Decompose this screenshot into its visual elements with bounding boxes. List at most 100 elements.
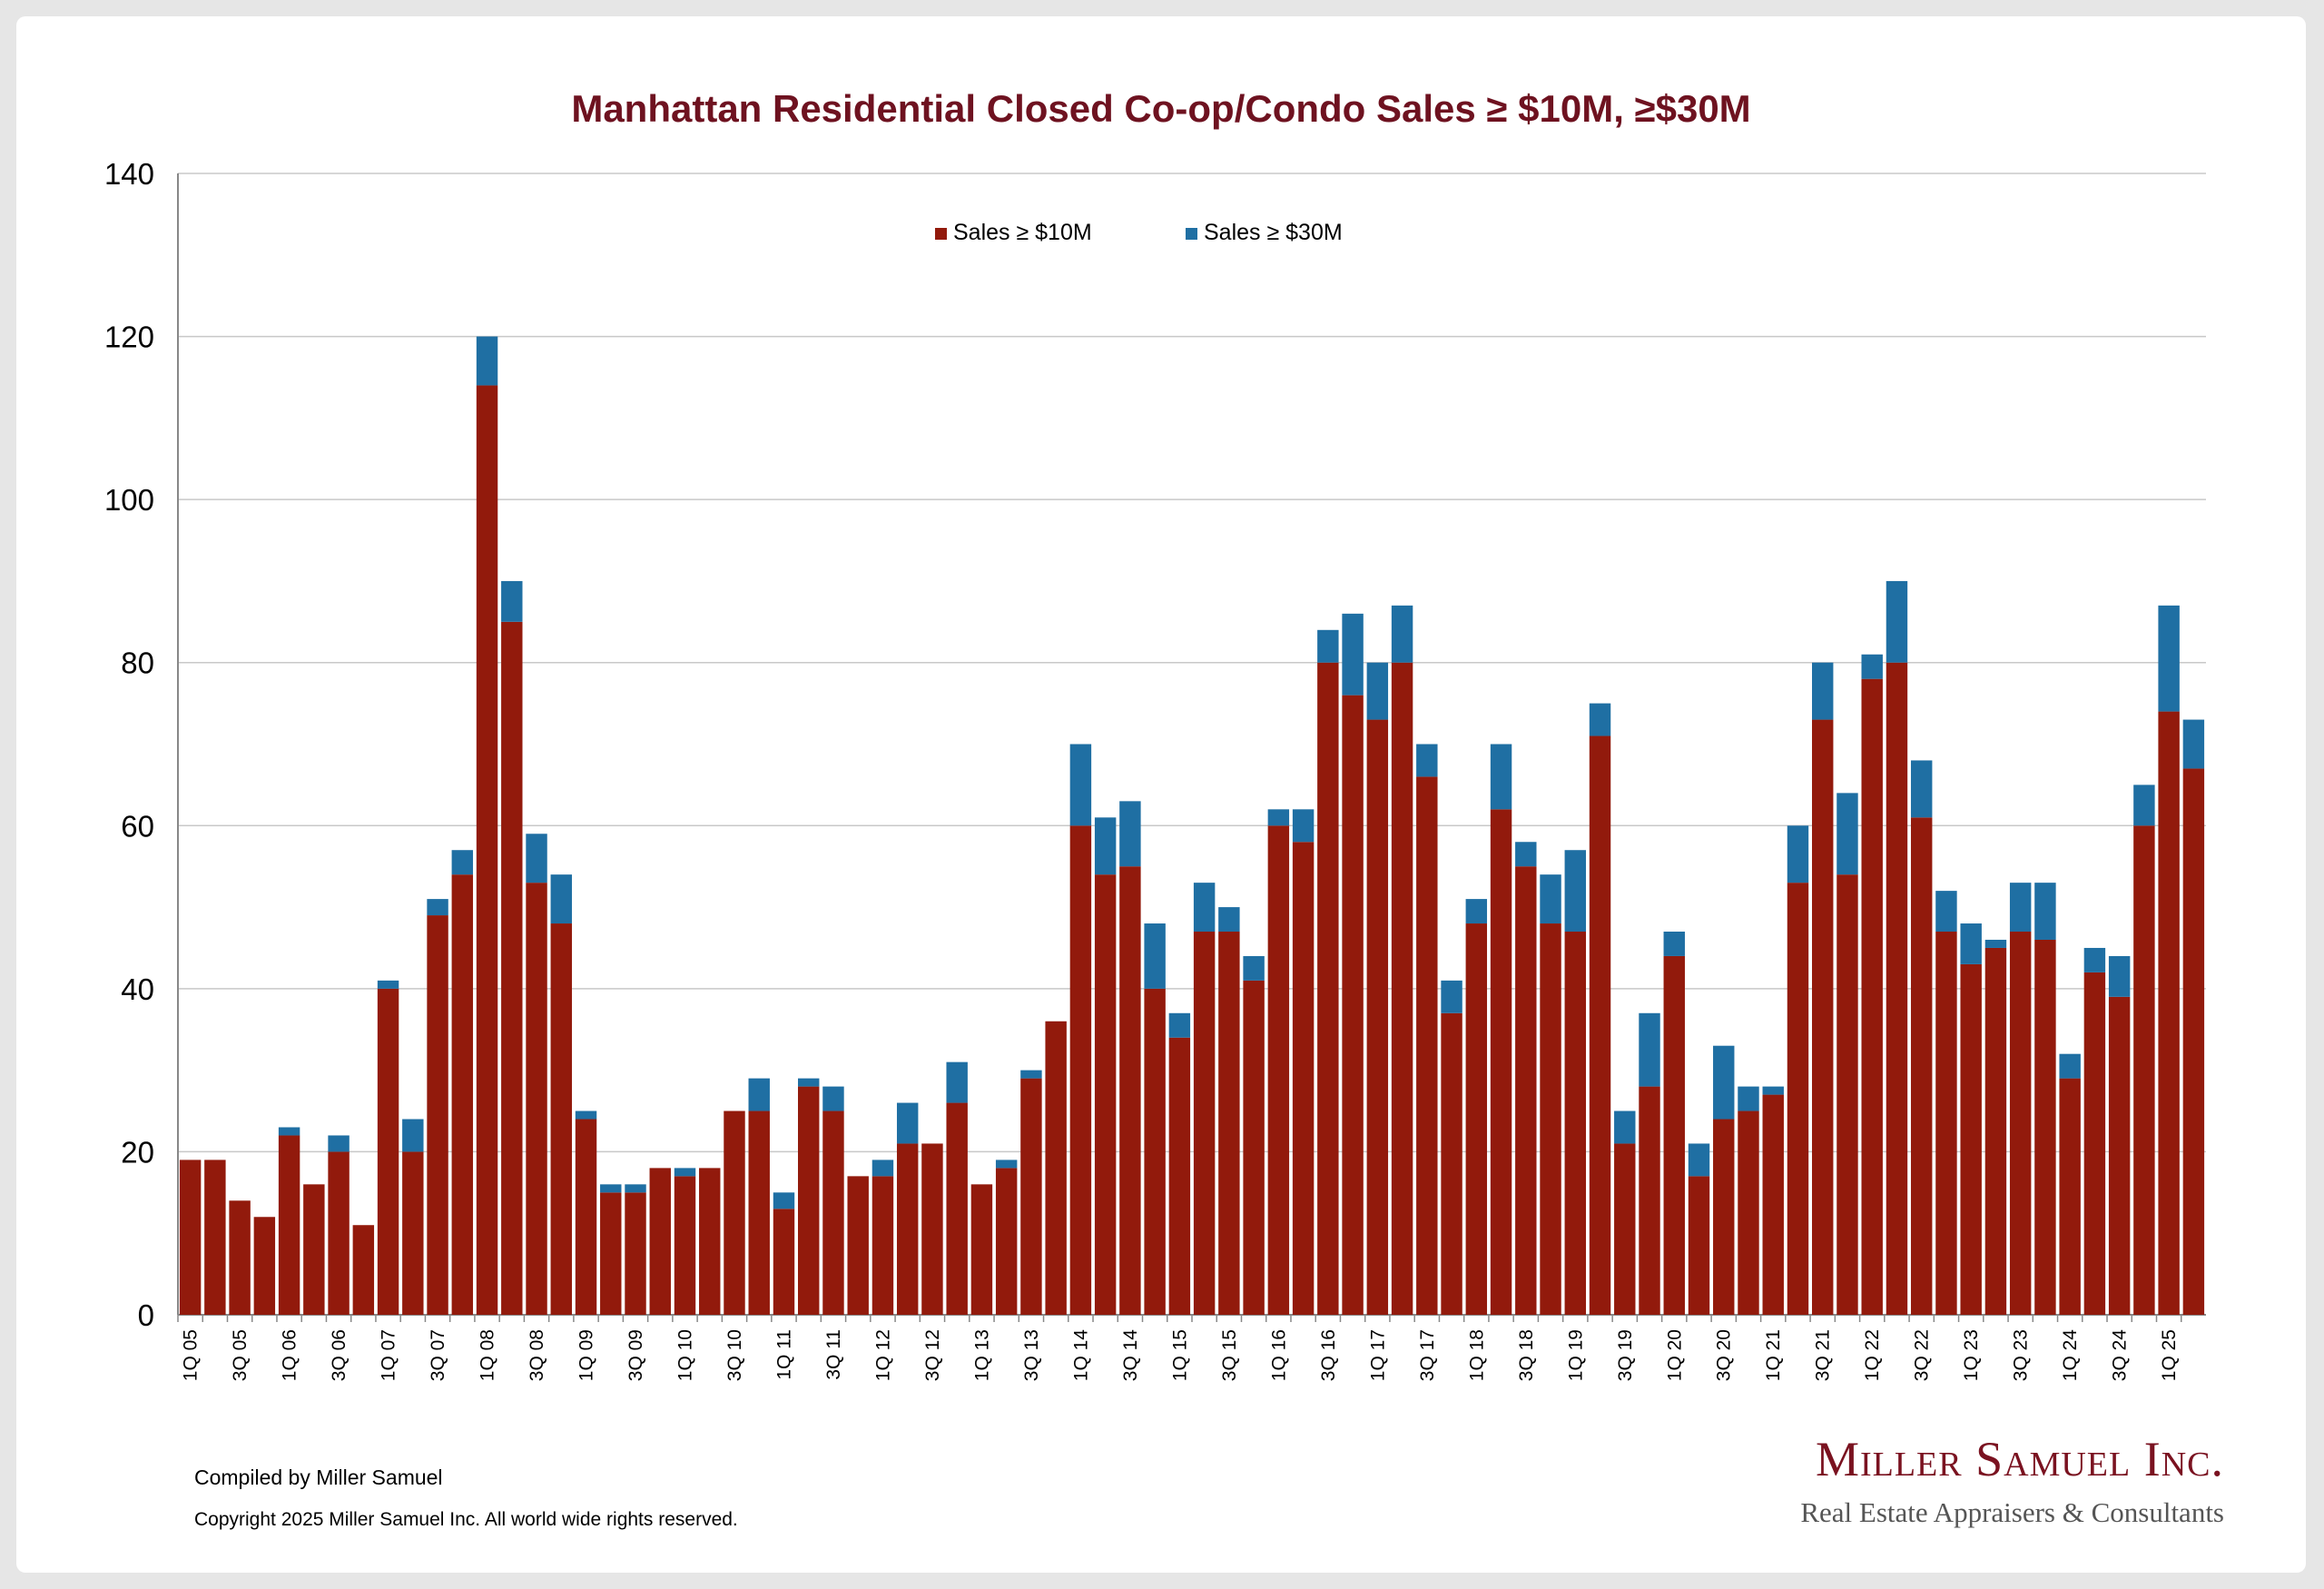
bar-sales-10m — [724, 1110, 745, 1315]
bar-sales-10m — [995, 1168, 1018, 1315]
bar-sales-10m — [2034, 939, 2056, 1315]
stacked-bar-chart: 0 20 40 60 80 100 120 140 1Q 05 3Q 05 1Q 06 3Q 06 1Q… — [104, 157, 2206, 1382]
bar-sales-10m — [1688, 1176, 1710, 1315]
bar-sales-30m — [1292, 809, 1315, 843]
bar-sales-30m — [872, 1160, 894, 1177]
bar-sales-30m — [1267, 809, 1290, 826]
bar-sales-10m — [1193, 932, 1216, 1315]
x-tick-label: 1Q 10 — [675, 1329, 696, 1381]
company-logo: Miller Samuel Inc. — [1815, 1432, 2224, 1486]
bar-sales-10m — [1342, 695, 1364, 1315]
bar-sales-30m — [1935, 891, 1957, 933]
bar-sales-10m — [1292, 842, 1315, 1315]
x-tick-label: 3Q 05 — [230, 1329, 251, 1381]
x-tick-label: 3Q 23 — [2011, 1329, 2032, 1381]
bar-sales-30m — [1886, 580, 1908, 663]
x-tick-label: 3Q 24 — [2110, 1329, 2131, 1382]
bar-sales-30m — [2133, 785, 2155, 826]
x-tick-label: 3Q 14 — [1120, 1329, 1141, 1382]
x-tick-label: 1Q 06 — [280, 1329, 300, 1381]
bar-sales-30m — [1787, 825, 1809, 883]
bar-sales-10m — [1317, 662, 1339, 1315]
bar-sales-10m — [229, 1200, 251, 1315]
bar-sales-10m — [1218, 932, 1240, 1315]
bar-sales-10m — [1663, 955, 1685, 1315]
x-tick-label: 1Q 12 — [872, 1329, 893, 1381]
bar-sales-30m — [427, 899, 448, 916]
bar-sales-10m — [1267, 825, 1290, 1315]
y-tick-label: 40 — [121, 972, 154, 1006]
bar-sales-10m — [526, 883, 547, 1315]
bar-sales-10m — [550, 923, 572, 1315]
bar-sales-10m — [278, 1135, 300, 1315]
bar-sales-30m — [1837, 793, 1858, 875]
x-tick-label: 3Q 11 — [823, 1329, 844, 1380]
chart-title: Manhattan Residential Closed Co-op/Condo… — [571, 87, 1751, 130]
bar-sales-10m — [699, 1168, 721, 1315]
bar-sales-10m — [649, 1168, 671, 1315]
x-tick-label: 1Q 05 — [181, 1329, 202, 1381]
bar-sales-10m — [1020, 1078, 1042, 1315]
bar-sales-30m — [2182, 719, 2205, 769]
bar-sales-10m — [1639, 1086, 1660, 1315]
bar-sales-30m — [1342, 613, 1364, 696]
bar-sales-10m — [1168, 1037, 1191, 1315]
legend-swatch — [935, 228, 947, 240]
bar-sales-30m — [1441, 980, 1462, 1013]
bar-sales-10m — [328, 1151, 350, 1315]
bar-sales-30m — [1391, 605, 1413, 663]
bar-sales-10m — [1243, 980, 1265, 1315]
bar-sales-10m — [1465, 923, 1488, 1315]
bar-sales-10m — [896, 1143, 919, 1315]
bar-sales-30m — [1317, 629, 1339, 663]
bar-sales-30m — [1688, 1143, 1710, 1177]
x-tick-label: 1Q 20 — [1664, 1329, 1685, 1381]
x-tick-label: 3Q 17 — [1417, 1329, 1438, 1381]
bar-sales-10m — [2182, 768, 2205, 1315]
bar-sales-10m — [1441, 1012, 1462, 1315]
bar-sales-10m — [1614, 1143, 1636, 1315]
bar-sales-10m — [1738, 1110, 1759, 1315]
bar-sales-30m — [674, 1168, 696, 1177]
bar-sales-10m — [1391, 662, 1413, 1315]
bar-sales-30m — [1243, 955, 1265, 981]
bar-sales-10m — [847, 1176, 869, 1315]
bar-sales-10m — [501, 621, 523, 1315]
x-tick-label: 1Q 16 — [1268, 1329, 1289, 1381]
bar-sales-10m — [748, 1110, 770, 1315]
bar-sales-10m — [1812, 719, 1834, 1315]
bar-sales-30m — [476, 336, 498, 386]
bar-sales-30m — [1713, 1045, 1735, 1120]
bar-sales-30m — [1960, 923, 1982, 964]
bar-sales-30m — [328, 1135, 350, 1152]
bar-sales-30m — [1366, 662, 1389, 720]
x-tick-label: 3Q 08 — [527, 1329, 547, 1381]
x-tick-label: 1Q 08 — [478, 1329, 498, 1381]
bar-sales-10m — [179, 1160, 202, 1315]
x-tick-label: 3Q 13 — [1021, 1329, 1042, 1381]
bar-sales-30m — [1193, 883, 1216, 933]
compiled-by-text: Compiled by Miller Samuel — [194, 1466, 443, 1489]
bar-sales-10m — [2059, 1078, 2081, 1315]
x-tick-label: 1Q 25 — [2159, 1329, 2180, 1381]
bar-sales-30m — [1589, 703, 1611, 736]
x-tick-label: 1Q 21 — [1763, 1329, 1784, 1381]
bar-sales-30m — [1094, 817, 1117, 875]
bar-sales-30m — [526, 834, 547, 883]
bar-sales-10m — [773, 1209, 795, 1315]
x-tick-label: 1Q 17 — [1367, 1329, 1388, 1381]
y-tick-label: 80 — [121, 646, 154, 680]
x-tick-label: 3Q 20 — [1714, 1329, 1735, 1381]
bar-sales-30m — [1490, 744, 1512, 810]
bar-sales-30m — [278, 1127, 300, 1136]
y-tick-label: 140 — [104, 157, 154, 191]
bar-sales-30m — [748, 1078, 770, 1111]
bar-sales-30m — [575, 1110, 597, 1120]
bar-sales-30m — [377, 980, 399, 989]
bar-sales-10m — [822, 1110, 844, 1315]
x-tick-label: 1Q 13 — [971, 1329, 992, 1381]
bar-sales-30m — [2083, 947, 2106, 972]
bar-sales-30m — [625, 1184, 646, 1193]
bar-sales-10m — [1094, 874, 1117, 1315]
x-tick-label: 1Q 07 — [379, 1329, 399, 1381]
